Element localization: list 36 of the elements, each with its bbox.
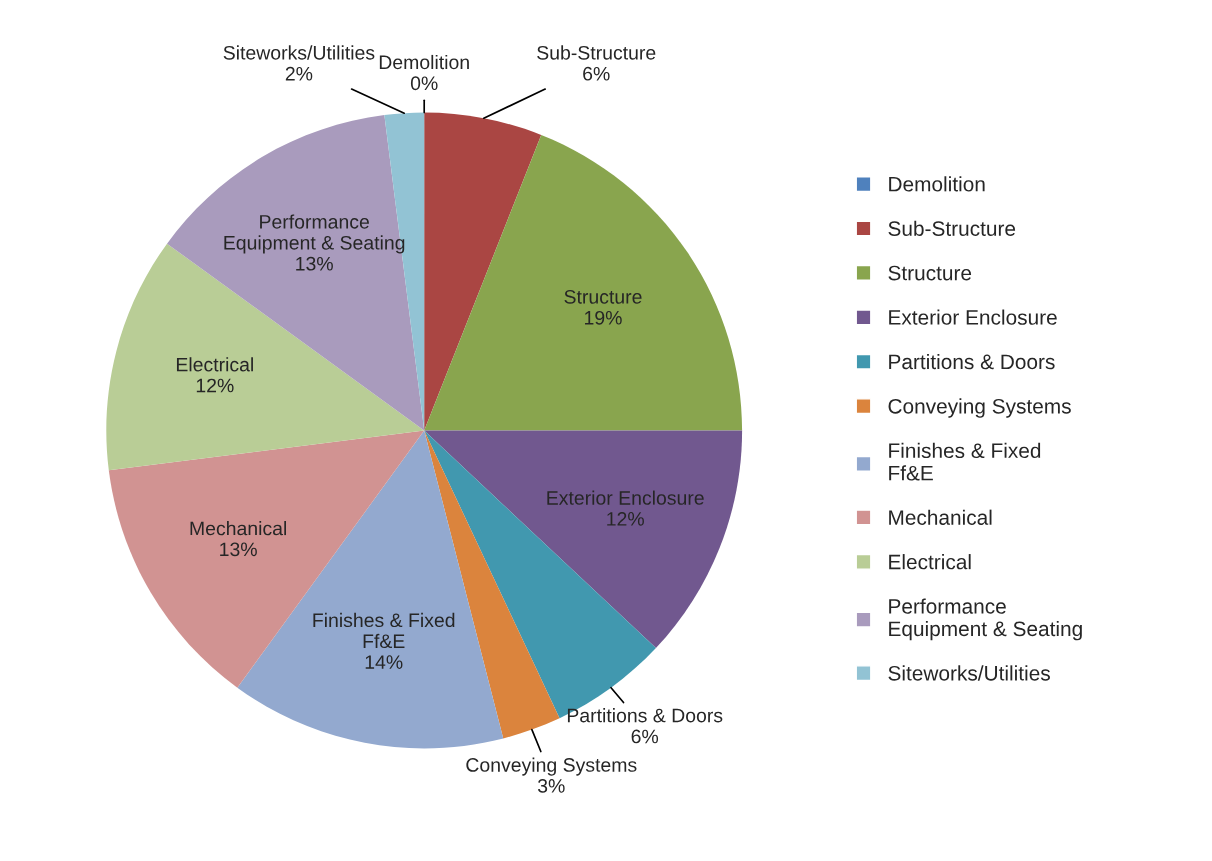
pie-slice [424,134,743,431]
data-label: 13% [220,542,257,557]
legend-label: Sub-Structure [888,220,1016,236]
legend-label: Performance Equipment & Seating [889,598,1082,641]
legend-label: Partitions & Doors [889,353,1055,370]
slice-label: Performance Equipment & Seating [224,214,405,254]
legend-label: Conveying Systems [888,398,1071,418]
legend-label: Mechanical [889,509,992,525]
data-label: 14% [365,655,403,669]
legend-label: Structure [888,265,972,281]
data-label: 2% [285,66,313,81]
data-label: 13% [296,256,333,271]
pie-slice [167,115,425,431]
legend-label: Finishes & Fixed Ff&E [889,442,1041,481]
slice-label: Structure [564,289,642,304]
category-label: Demolition [379,54,469,70]
text: 0% [410,76,438,91]
slice-label: Partitions & Doors [567,708,723,723]
data-label: 6% [583,66,610,81]
legend-label: Demolition [889,176,985,192]
data-label: 12% [196,378,234,393]
legend-label: Exterior Enclosure [889,309,1057,325]
data-label: 12% [607,512,644,526]
slice-label: Siteworks/Utilities [223,45,375,60]
data-label: 3% [537,779,565,793]
pie-slice [424,112,542,431]
slice-label: Finishes & Fixed Ff&E [313,612,455,649]
legend-label: Siteworks/Utilities [888,665,1050,681]
slice-label: Mechanical [190,521,287,536]
data-label: 6% [631,729,659,744]
data-label: 19% [585,310,622,325]
legend-label: Electrical [889,554,971,570]
slice-label: Exterior Enclosure [547,490,704,505]
slice-label: Conveying Systems [466,757,637,776]
slice-label: Sub-Structure [537,45,656,60]
slice-label: Electrical [176,357,253,372]
